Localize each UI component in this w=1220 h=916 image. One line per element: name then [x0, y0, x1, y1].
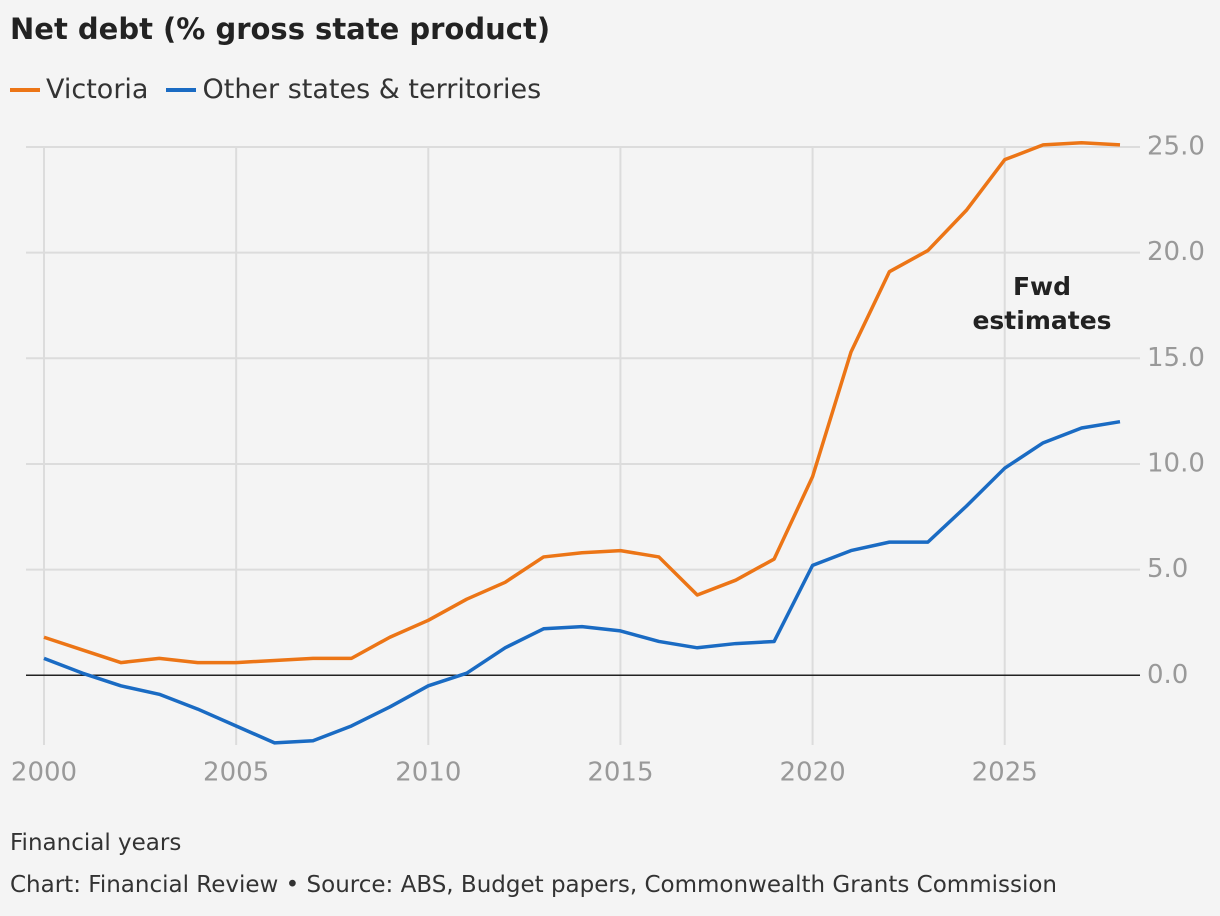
legend-label: Other states & territories	[202, 74, 542, 105]
y-tick-label: 25.0	[1147, 132, 1205, 162]
source: Chart: Financial Review • Source: ABS, B…	[10, 872, 1058, 898]
x-tick-label: 2025	[972, 758, 1038, 788]
line-series	[43, 141, 1121, 665]
x-tick-label: 2020	[779, 758, 845, 788]
x-tick-label: 2010	[395, 758, 461, 788]
legend-item: Victoria	[10, 74, 148, 105]
annotation: Fwd estimates	[972, 272, 1112, 335]
y-tick-label: 5.0	[1147, 554, 1188, 584]
legend-label: Victoria	[46, 74, 149, 105]
chart-title: Net debt (% gross state product)	[10, 12, 551, 46]
x-axis-label: Financial years	[10, 830, 182, 856]
y-tick-label: 10.0	[1147, 448, 1205, 478]
line-series	[43, 419, 1121, 745]
legend-swatch	[10, 87, 40, 92]
y-tick-label: 20.0	[1147, 237, 1205, 267]
legend-swatch	[166, 87, 197, 92]
legend-item: Other states & territories	[166, 74, 541, 105]
x-tick-label: 2000	[11, 758, 77, 788]
x-tick-label: 2005	[203, 758, 269, 788]
legend: Victoria Other states & territories	[10, 74, 541, 105]
x-tick-label: 2015	[587, 758, 653, 788]
y-tick-label: 15.0	[1147, 343, 1205, 373]
y-tick-label: 0.0	[1147, 660, 1188, 690]
